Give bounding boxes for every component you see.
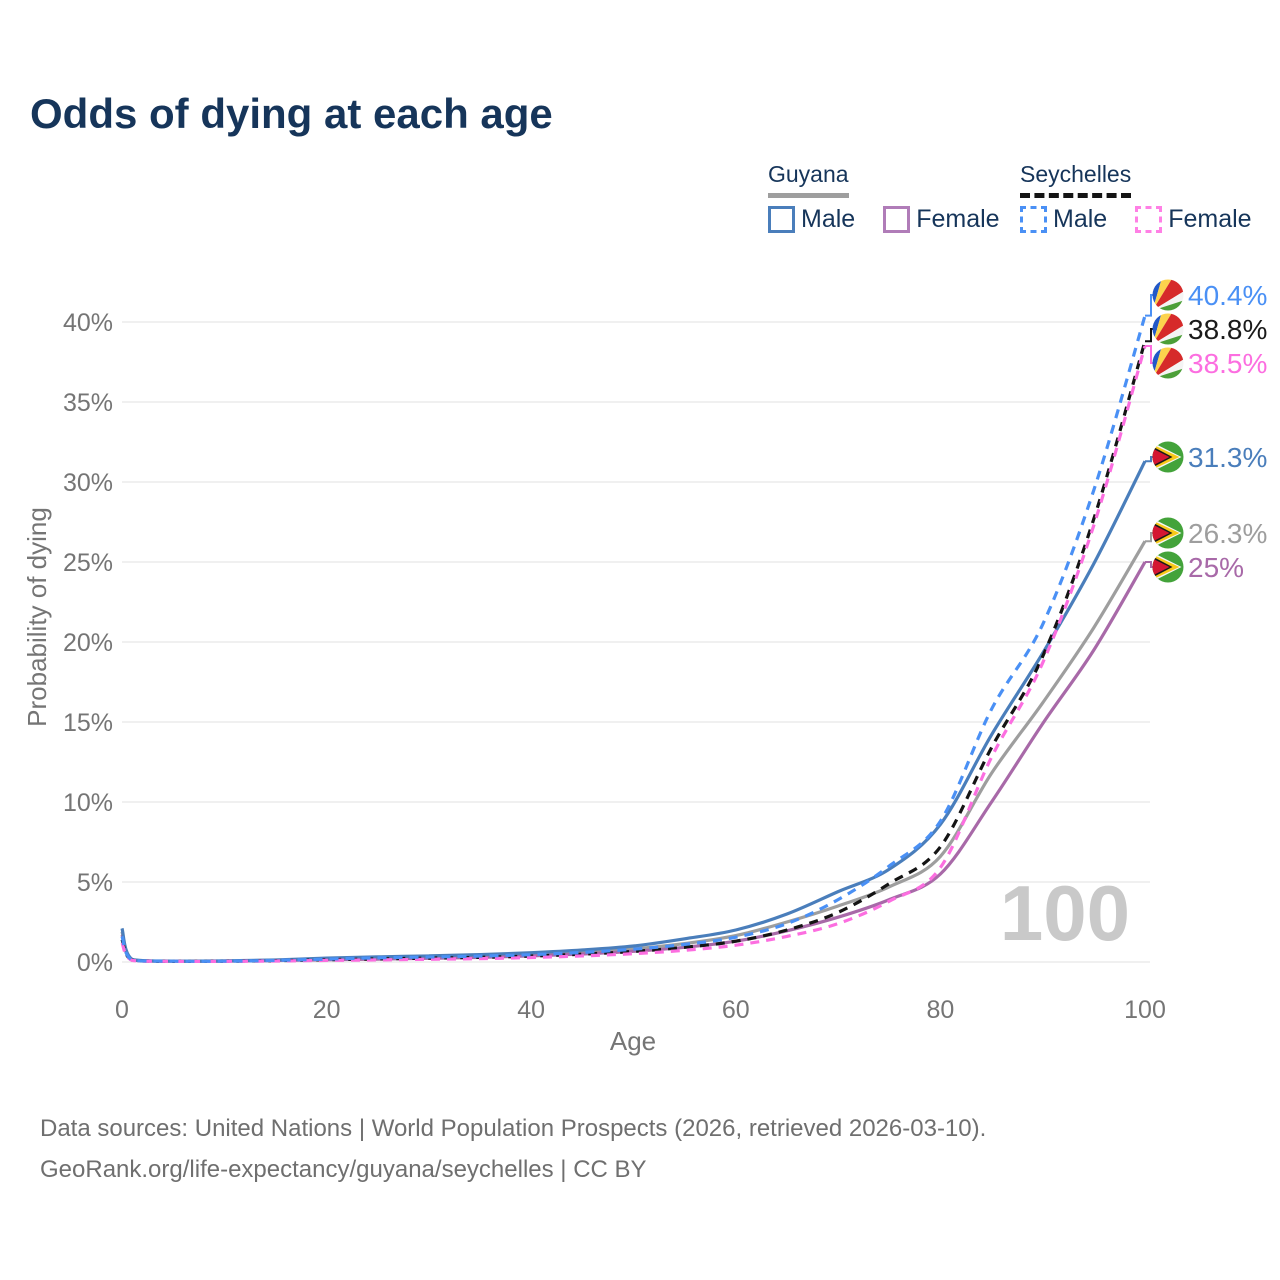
x-tick-label: 40 [517, 996, 545, 1024]
legend-label-seychelles-female[interactable]: Female [1168, 205, 1252, 233]
y-tick-label: 10% [63, 789, 113, 817]
legend-group-guyana: Guyana Male Female [768, 161, 1000, 234]
y-axis-title: Probability of dying [22, 507, 52, 727]
y-tick-label: 20% [63, 629, 113, 657]
legend-label-guyana-female[interactable]: Female [916, 205, 1000, 233]
y-tick-label: 35% [63, 389, 113, 417]
x-tick-label: 100 [1124, 996, 1166, 1024]
x-tick-label: 60 [722, 996, 750, 1024]
series-line-seychelles-male [120, 315, 1147, 963]
legend-label-guyana-male[interactable]: Male [801, 205, 856, 233]
legend-country-guyana[interactable]: Guyana [768, 161, 849, 198]
series-line-seychelles-female [120, 345, 1147, 964]
guyana-male-swatch-icon[interactable] [768, 206, 795, 233]
guyana-flag-icon [1152, 517, 1184, 549]
y-tick-label: 0% [77, 949, 113, 977]
age-counter-watermark: 100 [999, 869, 1131, 957]
legend-group-seychelles: Seychelles Male Female [1020, 161, 1252, 234]
guyana-female-swatch-icon[interactable] [883, 206, 911, 233]
seychelles-female-swatch-icon[interactable] [1135, 206, 1163, 233]
y-tick-label: 25% [63, 549, 113, 577]
seychelles-flag-icon [1152, 313, 1184, 345]
series-line-guyana-male [120, 460, 1147, 963]
x-tick-label: 80 [926, 996, 954, 1024]
end-value-label-guyana-male: 31.3% [1188, 442, 1267, 473]
y-tick-label: 5% [77, 869, 113, 897]
x-tick-label: 0 [115, 996, 129, 1024]
x-tick-label: 20 [313, 996, 341, 1024]
series-line-guyana-both-sexes [120, 540, 1147, 963]
page-title: Odds of dying at each age [30, 90, 553, 137]
legend-label-seychelles-male[interactable]: Male [1053, 205, 1108, 233]
series-line-guyana-female [120, 561, 1147, 963]
y-tick-label: 40% [63, 309, 113, 337]
guyana-flag-icon [1152, 551, 1184, 583]
source-url-text[interactable]: GeoRank.org/life-expectancy/guyana/seych… [40, 1156, 647, 1183]
end-value-label-seychelles-both-sexes: 38.8% [1188, 314, 1267, 345]
y-tick-label: 30% [63, 469, 113, 497]
end-value-label-guyana-both-sexes: 26.3% [1188, 518, 1267, 549]
seychelles-flag-icon [1152, 279, 1184, 311]
data-sources-text: Data sources: United Nations | World Pop… [40, 1115, 987, 1142]
end-value-label-seychelles-male: 40.4% [1188, 280, 1267, 311]
x-axis-title: Age [610, 1026, 656, 1056]
y-tick-label: 15% [63, 709, 113, 737]
footer: Data sources: United Nations | World Pop… [40, 1108, 986, 1190]
legend-country-seychelles[interactable]: Seychelles [1020, 161, 1132, 198]
end-value-label-guyana-female: 25% [1188, 552, 1244, 583]
end-value-label-seychelles-female: 38.5% [1188, 348, 1267, 379]
guyana-flag-icon [1152, 441, 1184, 473]
series-line-seychelles-both-sexes [120, 340, 1147, 964]
seychelles-flag-icon [1152, 347, 1184, 379]
seychelles-male-swatch-icon[interactable] [1020, 206, 1047, 233]
